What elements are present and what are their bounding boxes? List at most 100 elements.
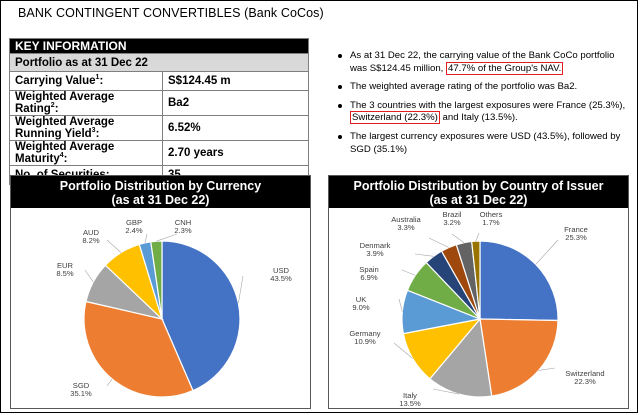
switzerland-highlight: Switzerland (22.3%) (350, 111, 440, 125)
slice-label-spain: Spain (359, 265, 378, 274)
pie-slice-usd (161, 240, 241, 392)
slice-label-sgd: SGD (73, 381, 90, 390)
bullet-carrying-value: As at 31 Dec 22, the carrying value of t… (336, 50, 631, 75)
bullet-text: As at 31 Dec 22, the carrying value of t… (350, 50, 615, 74)
footnote-marker: 4 (59, 152, 64, 160)
slice-value-denmark: 3.9% (366, 249, 384, 258)
bullet-text: and Italy (13.5%). (439, 112, 518, 124)
leader-line-france (535, 239, 559, 265)
leader-line-gbp (144, 233, 148, 243)
nav-highlight: 47.7% of the Group's NAV. (446, 61, 564, 75)
row-label-text: Carrying Value (15, 75, 96, 87)
chart-subtitle-line: (as at 31 Dec 22) (111, 193, 210, 207)
slice-label-cnh: CNH (175, 218, 191, 227)
row-label-text: Weighted Average Rating (15, 91, 115, 115)
currency-chart-panel: Portfolio Distribution by Currency (as a… (10, 175, 311, 409)
slice-value-australia: 3.3% (397, 223, 415, 232)
slice-value-switzerland: 22.3% (574, 377, 596, 386)
pie-slice-switzerland (479, 318, 559, 397)
row-label: Weighted Average Rating2: (9, 90, 163, 116)
leader-line-uk (398, 298, 403, 312)
slice-label-uk: UK (356, 295, 367, 304)
country-chart-title: Portfolio Distribution by Country of Iss… (329, 176, 628, 208)
slice-value-spain: 6.9% (360, 273, 378, 282)
row-label: Weighted Average Running Yield3: (9, 115, 163, 141)
summary-bullets: As at 31 Dec 22, the carrying value of t… (336, 50, 631, 162)
slice-value-others: 1.7% (482, 218, 500, 227)
slice-label-denmark: Denmark (360, 241, 391, 250)
slice-label-others: Others (480, 210, 503, 219)
row-value: S$124.45 m (162, 71, 309, 91)
currency-chart-title: Portfolio Distribution by Currency (as a… (11, 176, 310, 208)
leader-line-australia (428, 237, 449, 248)
slice-label-brazil: Brazil (443, 210, 462, 219)
leader-line-cnh (156, 233, 178, 242)
chart-subtitle-line: (as at 31 Dec 22) (429, 193, 528, 207)
slice-label-australia: Australia (391, 215, 421, 224)
row-value: Ba2 (162, 90, 309, 116)
key-info-header-row: KEY INFORMATION (9, 38, 309, 54)
slice-label-usd: USD (273, 266, 290, 275)
table-row: Weighted Average Maturity4: 2.70 years (9, 140, 309, 166)
slice-value-aud: 8.2% (82, 236, 100, 245)
bullet-text: The 3 countries with the largest exposur… (350, 99, 626, 111)
slice-value-usd: 43.5% (270, 274, 292, 283)
slice-value-sgd: 35.1% (70, 389, 92, 398)
row-value: 6.52% (162, 115, 309, 141)
slice-label-gbp: GBP (126, 218, 142, 227)
country-chart-panel: Portfolio Distribution by Country of Iss… (328, 175, 629, 409)
slice-label-germany: Germany (349, 329, 380, 338)
slice-label-italy: Italy (403, 391, 417, 400)
leader-line-sgd (106, 378, 113, 387)
footnote-marker: 1 (95, 74, 100, 82)
slice-value-italy: 13.5% (399, 399, 421, 408)
key-info-subheader-row: Portfolio as at 31 Dec 22 (9, 53, 309, 72)
slice-value-gbp: 2.4% (125, 226, 143, 235)
key-info-header: KEY INFORMATION (9, 38, 309, 54)
slice-value-cnh: 2.3% (174, 226, 192, 235)
pie-slice-cnh (150, 240, 163, 320)
bullet-currencies: The largest currency exposures were USD … (336, 131, 631, 156)
key-info-subheader: Portfolio as at 31 Dec 22 (9, 53, 309, 72)
leader-line-germany (393, 342, 413, 359)
pie-slice-france (479, 240, 559, 322)
leader-line-eur (84, 269, 94, 283)
leader-line-others (475, 232, 480, 242)
slice-value-uk: 9.0% (352, 303, 370, 312)
row-label: Weighted Average Maturity4: (9, 140, 163, 166)
leader-line-italy (432, 388, 459, 395)
table-row: Weighted Average Rating2: Ba2 (9, 90, 309, 116)
row-label: Carrying Value1: (9, 71, 163, 91)
key-information-table: KEY INFORMATION Portfolio as at 31 Dec 2… (9, 38, 309, 185)
row-label-text: Weighted Average Maturity (15, 141, 115, 165)
chart-title-line: Portfolio Distribution by Currency (59, 179, 262, 193)
leader-line-usd (238, 275, 244, 304)
slice-label-eur: EUR (57, 261, 74, 270)
page-title: BANK CONTINGENT CONVERTIBLES (Bank CoCos… (18, 6, 324, 20)
table-row: Carrying Value1: S$124.45 m (9, 71, 309, 91)
bullet-countries: The 3 countries with the largest exposur… (336, 100, 631, 125)
footnote-marker: 2 (50, 102, 55, 110)
slice-label-aud: AUD (83, 228, 100, 237)
bullet-rating: The weighted average rating of the portf… (336, 81, 631, 94)
table-row: Weighted Average Running Yield3: 6.52% (9, 115, 309, 141)
slice-value-brazil: 3.2% (443, 218, 461, 227)
row-value: 2.70 years (162, 140, 309, 166)
row-label-text: Weighted Average Running Yield (15, 116, 115, 140)
slice-value-eur: 8.5% (56, 269, 74, 278)
chart-title-line: Portfolio Distribution by Country of Iss… (353, 179, 604, 193)
slice-label-france: France (564, 225, 588, 234)
footnote-marker: 3 (91, 127, 96, 135)
leader-line-aud (106, 239, 122, 253)
slice-label-switzerland: Switzerland (565, 369, 604, 378)
pie-slice-italy (429, 317, 493, 398)
leader-line-spain (401, 269, 416, 276)
slice-value-germany: 10.9% (354, 337, 376, 346)
leader-line-denmark (414, 253, 434, 257)
leader-line-brazil (451, 233, 465, 243)
leader-line-switzerland (538, 367, 556, 371)
slice-value-france: 25.3% (565, 233, 587, 242)
